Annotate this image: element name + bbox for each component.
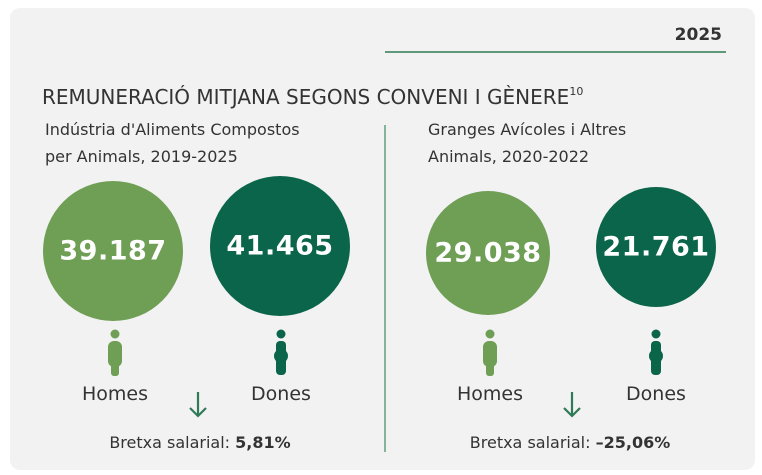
women-value: 21.761 bbox=[602, 232, 709, 263]
title: REMUNERACIÓ MITJANA SEGONS CONVENI I GÈN… bbox=[42, 85, 583, 109]
men-value: 39.187 bbox=[59, 236, 166, 267]
women-circle bbox=[596, 187, 716, 307]
man-icon bbox=[108, 329, 122, 376]
men-label: Homes bbox=[457, 383, 523, 405]
subtitle: Animals, 2020-2022 bbox=[428, 147, 589, 166]
women-label: Dones bbox=[251, 383, 311, 405]
title-note: 10 bbox=[569, 85, 583, 98]
arrow-down bbox=[189, 392, 207, 418]
subtitle: per Animals, 2019-2025 bbox=[45, 147, 238, 166]
men-circle bbox=[43, 181, 183, 321]
gap-value: –25,06% bbox=[596, 433, 671, 452]
women-circle bbox=[210, 176, 350, 316]
gap: Bretxa salarial: 5,81% bbox=[109, 433, 290, 452]
year: 2025 bbox=[675, 25, 722, 45]
gap-label: Bretxa salarial: bbox=[470, 433, 591, 452]
title-text: REMUNERACIÓ MITJANA SEGONS CONVENI I GÈN… bbox=[42, 85, 569, 109]
woman-icon bbox=[649, 329, 663, 375]
women-label: Dones bbox=[626, 383, 686, 405]
gap: Bretxa salarial: –25,06% bbox=[470, 433, 670, 452]
man-icon bbox=[483, 329, 497, 376]
card bbox=[10, 8, 755, 470]
subtitle: Indústria d'Aliments Compostos bbox=[45, 120, 300, 139]
men-circle bbox=[426, 191, 550, 315]
men-label: Homes bbox=[82, 383, 148, 405]
woman-icon bbox=[274, 329, 288, 375]
women-value: 41.465 bbox=[226, 231, 333, 262]
men-value: 29.038 bbox=[434, 238, 541, 269]
gap-label: Bretxa salarial: bbox=[109, 433, 230, 452]
arrow-down bbox=[563, 392, 581, 418]
subtitle: Granges Avícoles i Altres bbox=[428, 120, 626, 139]
gap-value: 5,81% bbox=[235, 433, 291, 452]
